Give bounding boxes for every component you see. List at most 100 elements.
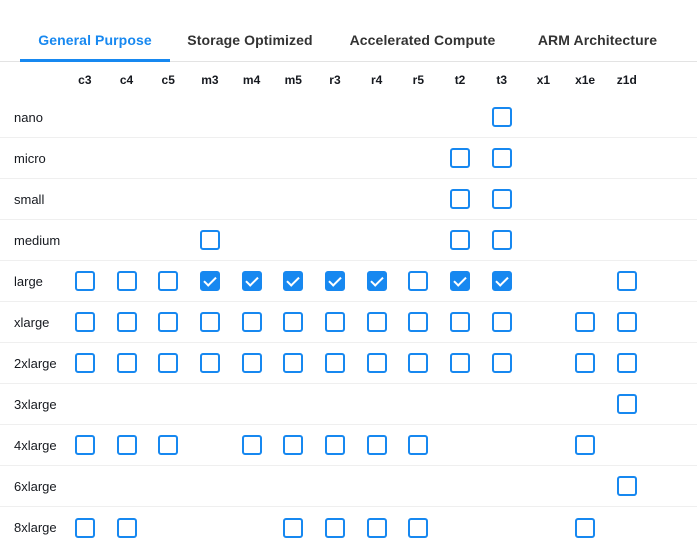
checkbox-8xlarge-r4[interactable]: [366, 517, 387, 538]
checkbox-large-r3[interactable]: [324, 271, 345, 291]
checkbox-2xlarge-m5[interactable]: [283, 353, 304, 373]
checkbox-8xlarge-r3[interactable]: [324, 517, 345, 538]
checkbox-8xlarge-m5[interactable]: [283, 517, 304, 538]
checkbox-xlarge-t2[interactable]: [450, 312, 471, 332]
checkbox-4xlarge-m4[interactable]: [241, 435, 262, 455]
checkbox-large-m5[interactable]: [283, 271, 304, 291]
tab-general-purpose[interactable]: General Purpose: [20, 0, 170, 62]
checkbox-2xlarge-c4[interactable]: [116, 353, 137, 373]
empty-cell: [231, 384, 273, 424]
checkbox-3xlarge-z1d[interactable]: [616, 394, 637, 414]
row-label-4xlarge: 4xlarge: [14, 437, 57, 453]
empty-cell: [356, 466, 398, 506]
empty-cell: [523, 507, 565, 548]
checkbox-micro-t2[interactable]: [450, 148, 471, 168]
checkbox-large-c4[interactable]: [116, 271, 137, 291]
empty-cell: [523, 220, 565, 260]
checkbox-4xlarge-x1e[interactable]: [575, 435, 596, 455]
checkbox-small-t2[interactable]: [450, 189, 471, 209]
checkbox-8xlarge-r5[interactable]: [408, 517, 429, 538]
empty-cell: [147, 466, 189, 506]
row-label-medium: medium: [14, 232, 61, 248]
checkbox-8xlarge-c3[interactable]: [74, 517, 95, 538]
checkbox-2xlarge-m3[interactable]: [199, 353, 220, 373]
empty-cell: [606, 507, 648, 548]
checkbox-xlarge-c3[interactable]: [74, 312, 95, 332]
checkbox-xlarge-m4[interactable]: [241, 312, 262, 332]
empty-cell: [398, 220, 440, 260]
checkbox-grid: nano micro small medium large xlarge 2xlarge 3x…: [0, 97, 697, 548]
row-label-3xlarge: 3xlarge: [14, 396, 57, 412]
checkbox-2xlarge-z1d[interactable]: [616, 353, 637, 373]
checkbox-xlarge-c5[interactable]: [158, 312, 179, 332]
checkbox-6xlarge-z1d[interactable]: [616, 476, 637, 496]
empty-cell: [147, 220, 189, 260]
size-row-6xlarge: 6xlarge: [0, 466, 697, 507]
checkbox-4xlarge-c3[interactable]: [74, 435, 95, 455]
checkbox-xlarge-r3[interactable]: [324, 312, 345, 332]
empty-cell: [314, 220, 356, 260]
checkbox-large-m4[interactable]: [241, 271, 262, 291]
empty-cell: [564, 384, 606, 424]
empty-cell: [398, 466, 440, 506]
checkbox-medium-t3[interactable]: [491, 230, 512, 250]
checkbox-4xlarge-r4[interactable]: [366, 435, 387, 455]
checkbox-xlarge-t3[interactable]: [491, 312, 512, 332]
checkbox-4xlarge-c5[interactable]: [158, 435, 179, 455]
checkbox-medium-t2[interactable]: [450, 230, 471, 250]
checkbox-xlarge-r4[interactable]: [366, 312, 387, 332]
checkbox-xlarge-r5[interactable]: [408, 312, 429, 332]
empty-cell: [106, 220, 148, 260]
checkbox-2xlarge-c5[interactable]: [158, 353, 179, 373]
column-header-x1: x1: [536, 72, 551, 87]
checkbox-4xlarge-m5[interactable]: [283, 435, 304, 455]
checkbox-large-z1d[interactable]: [616, 271, 637, 291]
empty-cell: [272, 384, 314, 424]
size-row-4xlarge: 4xlarge: [0, 425, 697, 466]
checkbox-2xlarge-r3[interactable]: [324, 353, 345, 373]
checkbox-large-c5[interactable]: [158, 271, 179, 291]
tab-storage-optimized[interactable]: Storage Optimized: [187, 32, 313, 48]
checkbox-2xlarge-c3[interactable]: [74, 353, 95, 373]
checkbox-large-c3[interactable]: [74, 271, 95, 291]
checkbox-xlarge-m5[interactable]: [283, 312, 304, 332]
checkbox-large-t3[interactable]: [491, 271, 512, 291]
checkbox-4xlarge-r3[interactable]: [324, 435, 345, 455]
checkbox-8xlarge-c4[interactable]: [116, 517, 137, 538]
checkbox-2xlarge-t2[interactable]: [450, 353, 471, 373]
column-header-m3: m3: [201, 72, 219, 87]
checkbox-2xlarge-x1e[interactable]: [575, 353, 596, 373]
checkbox-4xlarge-r5[interactable]: [408, 435, 429, 455]
checkbox-large-m3[interactable]: [199, 271, 220, 291]
row-label-xlarge: xlarge: [14, 314, 50, 330]
empty-cell: [231, 507, 273, 548]
empty-cell: [64, 97, 106, 137]
empty-cell: [439, 507, 481, 548]
checkbox-2xlarge-m4[interactable]: [241, 353, 262, 373]
checkbox-xlarge-c4[interactable]: [116, 312, 137, 332]
checkbox-micro-t3[interactable]: [491, 148, 512, 168]
empty-cell: [439, 384, 481, 424]
checkbox-xlarge-x1e[interactable]: [575, 312, 596, 332]
checkbox-large-t2[interactable]: [450, 271, 471, 291]
checkbox-4xlarge-c4[interactable]: [116, 435, 137, 455]
tab-arm-architecture[interactable]: ARM Architecture: [537, 32, 658, 48]
tab-accelerated-compute[interactable]: Accelerated Compute: [349, 32, 496, 48]
row-label-large: large: [14, 273, 43, 289]
checkbox-large-r5[interactable]: [408, 271, 429, 291]
column-header-t3: t3: [496, 72, 508, 87]
checkbox-xlarge-z1d[interactable]: [616, 312, 637, 332]
checkbox-2xlarge-t3[interactable]: [491, 353, 512, 373]
empty-cell: [523, 384, 565, 424]
checkbox-xlarge-m3[interactable]: [199, 312, 220, 332]
checkbox-2xlarge-r4[interactable]: [366, 353, 387, 373]
checkbox-2xlarge-r5[interactable]: [408, 353, 429, 373]
checkbox-small-t3[interactable]: [491, 189, 512, 209]
empty-cell: [106, 384, 148, 424]
checkbox-large-r4[interactable]: [366, 271, 387, 291]
checkbox-medium-m3[interactable]: [199, 230, 220, 250]
checkbox-nano-t3[interactable]: [491, 107, 512, 127]
checkbox-8xlarge-x1e[interactable]: [575, 517, 596, 538]
column-header-r3: r3: [329, 72, 341, 87]
